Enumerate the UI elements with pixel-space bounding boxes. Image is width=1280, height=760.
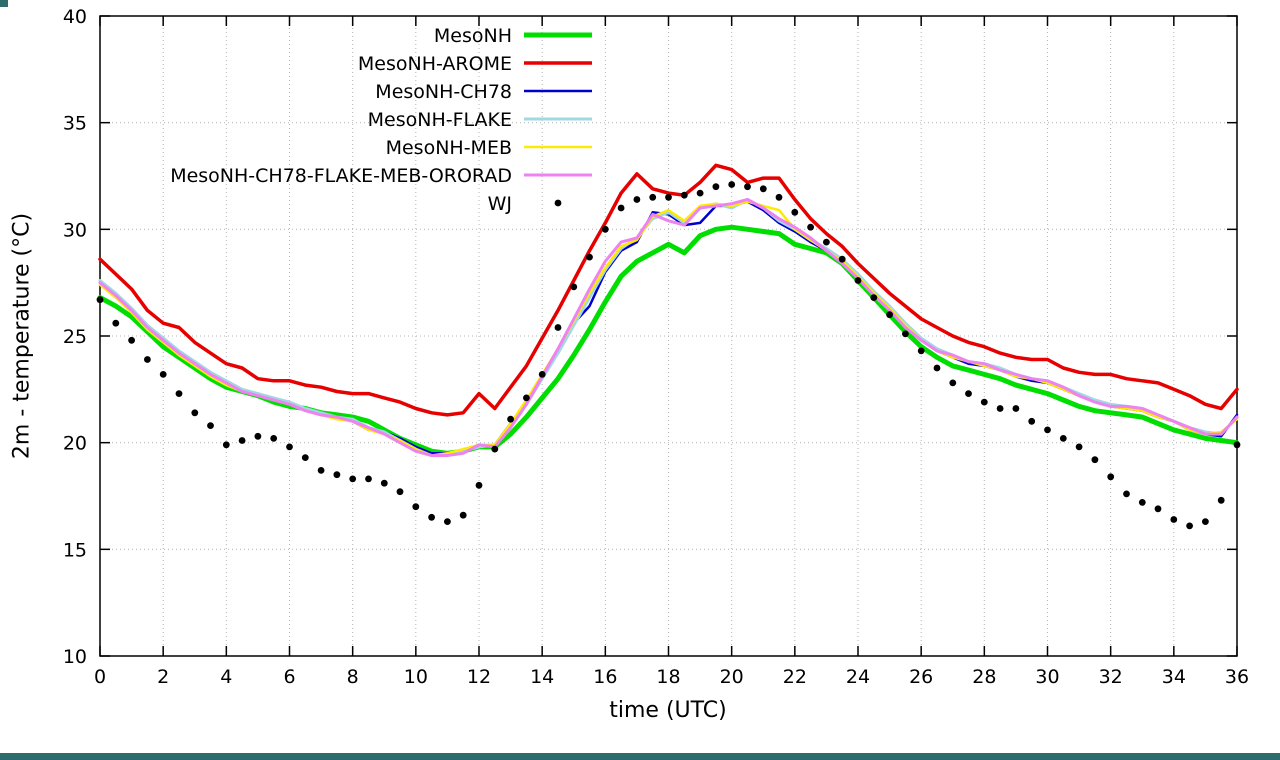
svg-text:36: 36 xyxy=(1225,666,1249,688)
series-mesonh-arome xyxy=(98,163,1239,417)
grid-lines xyxy=(99,15,1238,657)
tick-marks xyxy=(99,15,1238,657)
svg-text:32: 32 xyxy=(1099,666,1123,688)
series-wj xyxy=(96,181,1241,530)
svg-text:26: 26 xyxy=(909,666,933,688)
svg-text:0: 0 xyxy=(94,666,106,688)
legend-label: MesoNH xyxy=(434,25,512,47)
svg-text:20: 20 xyxy=(720,666,744,688)
svg-text:12: 12 xyxy=(467,666,491,688)
legend-label: WJ xyxy=(488,193,512,215)
svg-text:30: 30 xyxy=(1035,666,1059,688)
window-corner-mark xyxy=(0,0,8,7)
legend-label: MesoNH-CH78-FLAKE-MEB-ORORAD xyxy=(170,165,512,187)
legend-label: MesoNH-FLAKE xyxy=(368,109,512,131)
svg-text:8: 8 xyxy=(347,666,359,688)
svg-text:18: 18 xyxy=(656,666,680,688)
x-axis-label: time (UTC) xyxy=(609,698,727,723)
legend-sample-point xyxy=(554,199,562,207)
svg-text:15: 15 xyxy=(63,539,87,561)
bottom-taskbar-strip xyxy=(0,753,1280,760)
legend-entry: WJ xyxy=(488,193,562,215)
svg-text:40: 40 xyxy=(63,6,87,28)
svg-text:14: 14 xyxy=(530,666,554,688)
legend-entry: MesoNH-CH78-FLAKE-MEB-ORORAD xyxy=(170,165,592,187)
legend-entry: MesoNH-AROME xyxy=(358,53,592,75)
svg-text:35: 35 xyxy=(63,113,87,135)
svg-text:28: 28 xyxy=(972,666,996,688)
series-mesonh xyxy=(97,224,1240,456)
legend-entry: MesoNH-MEB xyxy=(386,137,592,159)
series-mesonh-flake xyxy=(98,198,1239,457)
legend-entry: MesoNH-FLAKE xyxy=(368,109,592,131)
svg-text:4: 4 xyxy=(220,666,232,688)
y-axis-label: 2m - temperature (°C) xyxy=(9,212,35,460)
svg-text:10: 10 xyxy=(63,646,87,668)
legend-label: MesoNH-AROME xyxy=(358,53,512,75)
svg-text:16: 16 xyxy=(593,666,617,688)
svg-text:6: 6 xyxy=(283,666,295,688)
svg-text:25: 25 xyxy=(63,326,87,348)
svg-text:34: 34 xyxy=(1162,666,1186,688)
x-tick-labels: 0 2 4 6 8 10 12 14 16 18 20 22 24 26 28 30 32 34 36 xyxy=(94,666,1249,688)
y-tick-labels: 10 15 20 25 30 35 40 xyxy=(63,6,87,668)
svg-text:22: 22 xyxy=(783,666,807,688)
svg-text:24: 24 xyxy=(846,666,870,688)
svg-text:2: 2 xyxy=(157,666,169,688)
legend-entry: MesoNH xyxy=(434,25,592,47)
series-mesonh-ch78-flake-meb-ororad xyxy=(98,198,1239,457)
legend: MesoNH MesoNH-AROME MesoNH-CH78 MesoNH-FLAK… xyxy=(170,25,592,215)
series-mesonh-ch78 xyxy=(98,200,1239,455)
svg-text:10: 10 xyxy=(404,666,428,688)
legend-entry: MesoNH-CH78 xyxy=(375,81,592,103)
svg-text:20: 20 xyxy=(63,433,87,455)
svg-text:30: 30 xyxy=(63,219,87,241)
legend-label: MesoNH-CH78 xyxy=(375,81,512,103)
legend-label: MesoNH-MEB xyxy=(386,137,512,159)
